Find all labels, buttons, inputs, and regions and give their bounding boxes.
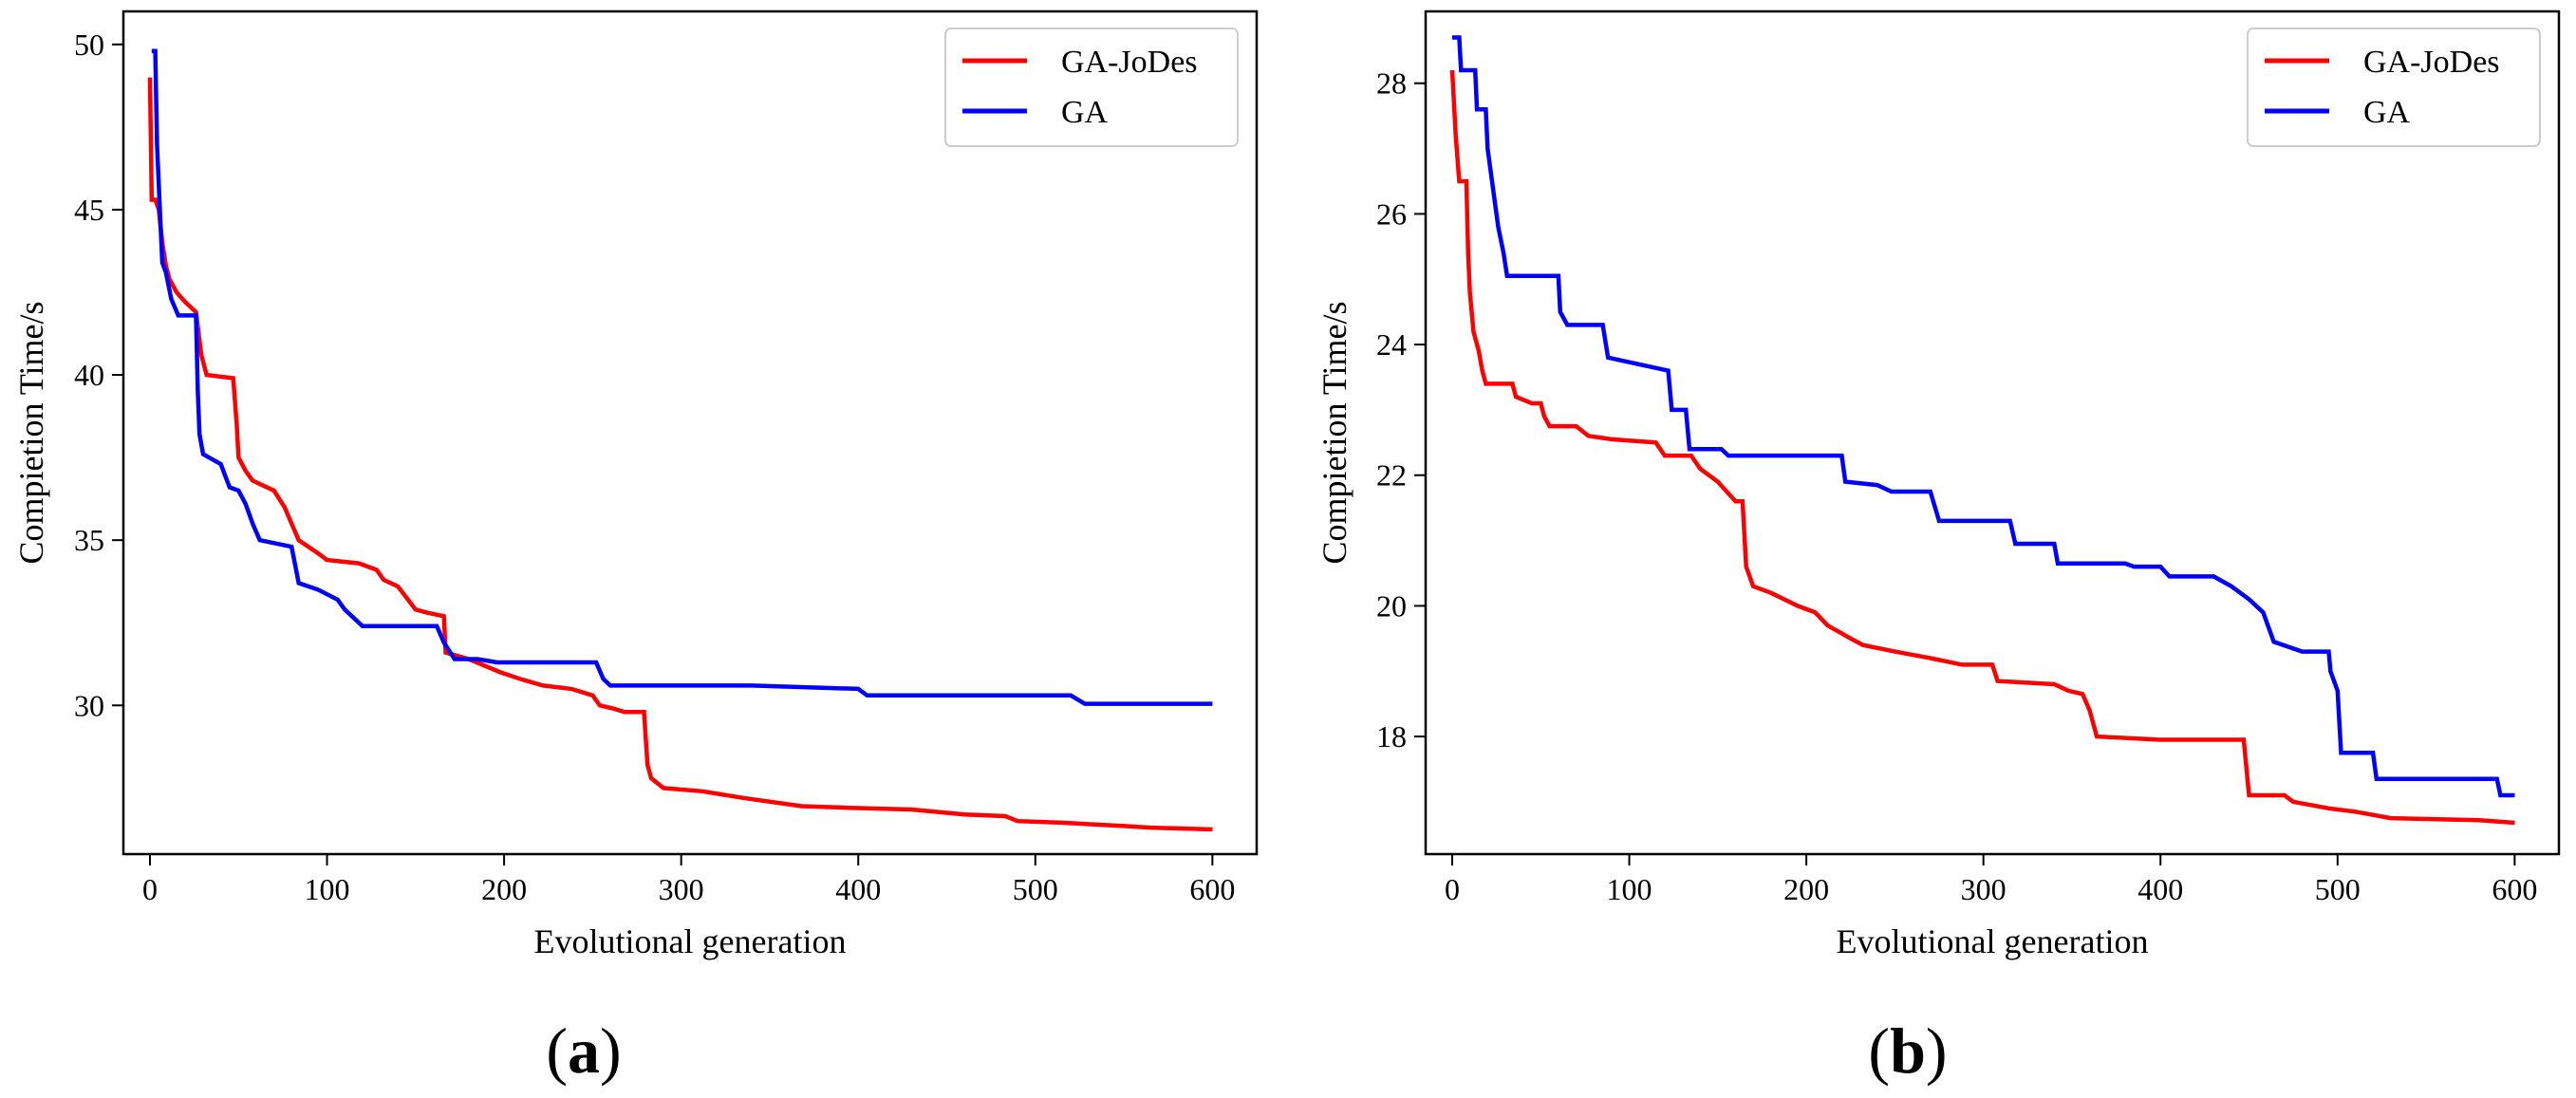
chart-b-ytick-label: 24	[1376, 327, 1407, 362]
chart-b-xlabel: Evolutional generation	[1837, 922, 2149, 960]
chart-b-legend: GA-JoDes GA	[2247, 28, 2541, 147]
chart-a-ytick-label: 50	[74, 28, 104, 62]
chart-b-panel-label: (b)	[1868, 1014, 1947, 1087]
chart-a-xtick-label: 200	[481, 872, 527, 906]
chart-b-xtick-label: 0	[1445, 872, 1460, 906]
chart-a-xtick-label: 500	[1013, 872, 1058, 906]
chart-a-xtick-label: 400	[835, 872, 881, 906]
chart-a-ytick-label: 30	[74, 688, 104, 722]
chart-a-legend: GA-JoDes GA	[944, 28, 1239, 147]
chart-a-series-ga-jodes	[147, 77, 1213, 832]
chart-b-xtick-label: 600	[2492, 872, 2537, 906]
chart-b-xtick-label: 300	[1961, 872, 2007, 906]
chart-b-ytick-label: 18	[1376, 719, 1407, 754]
chart-b: 0 100 200 300 400 500 600 18 20 22 24 26 28 Evoluti…	[1316, 9, 2561, 1087]
chart-b-xtick-label: 500	[2315, 872, 2361, 906]
chart-b-legend-box	[2247, 28, 2541, 147]
chart-a-series-ga	[151, 48, 1213, 706]
chart-a-ytick-label: 45	[74, 193, 104, 227]
chart-b-series-layer	[1449, 35, 2515, 826]
chart-b-xticks: 0 100 200 300 400 500 600	[1445, 854, 2537, 906]
chart-b-xtick-label: 400	[2137, 872, 2183, 906]
chart-a-xtick-label: 600	[1189, 872, 1235, 906]
chart-b-ylabel: Compietion Time/s	[1316, 301, 1353, 564]
chart-b-ytick-label: 22	[1376, 458, 1407, 493]
chart-a-xtick-label: 0	[142, 872, 158, 906]
chart-a-ytick-label: 40	[74, 358, 104, 392]
chart-a-ytick-label: 35	[74, 523, 104, 557]
chart-b-ytick-label: 26	[1376, 196, 1407, 231]
chart-a-yticks: 30 35 40 45 50	[74, 28, 123, 722]
chart-a-panel-label: (a)	[546, 1014, 621, 1087]
chart-a: 0 100 200 300 400 500 600 30 35 40 45 50 Evolution…	[12, 9, 1259, 1087]
chart-a-legend-label-ga-jodes: GA-JoDes	[1061, 45, 1198, 80]
chart-a-legend-box	[944, 28, 1239, 147]
chart-b-yticks: 18 20 22 24 26 28	[1376, 66, 1426, 754]
chart-b-plot-frame	[1424, 9, 2561, 856]
chart-b-ytick-label: 20	[1376, 588, 1407, 623]
chart-a-legend-label-ga: GA	[1061, 95, 1109, 130]
chart-b-ytick-label: 28	[1376, 66, 1407, 101]
chart-b-legend-label-ga-jodes: GA-JoDes	[2363, 45, 2500, 80]
chart-b-series-ga	[1452, 35, 2515, 798]
chart-b-legend-label-ga: GA	[2363, 95, 2411, 130]
chart-a-plot-frame	[121, 9, 1259, 856]
chart-b-xtick-label: 200	[1783, 872, 1829, 906]
chart-a-xtick-label: 100	[305, 872, 350, 906]
chart-a-xtick-label: 300	[659, 872, 704, 906]
chart-a-xlabel: Evolutional generation	[534, 922, 847, 960]
chart-a-series-layer	[147, 48, 1213, 832]
chart-b-xtick-label: 100	[1607, 872, 1652, 906]
chart-b-series-ga-jodes	[1449, 69, 2515, 826]
chart-a-xticks: 0 100 200 300 400 500 600	[142, 854, 1235, 906]
chart-a-ylabel: Compietion Time/s	[12, 301, 50, 564]
